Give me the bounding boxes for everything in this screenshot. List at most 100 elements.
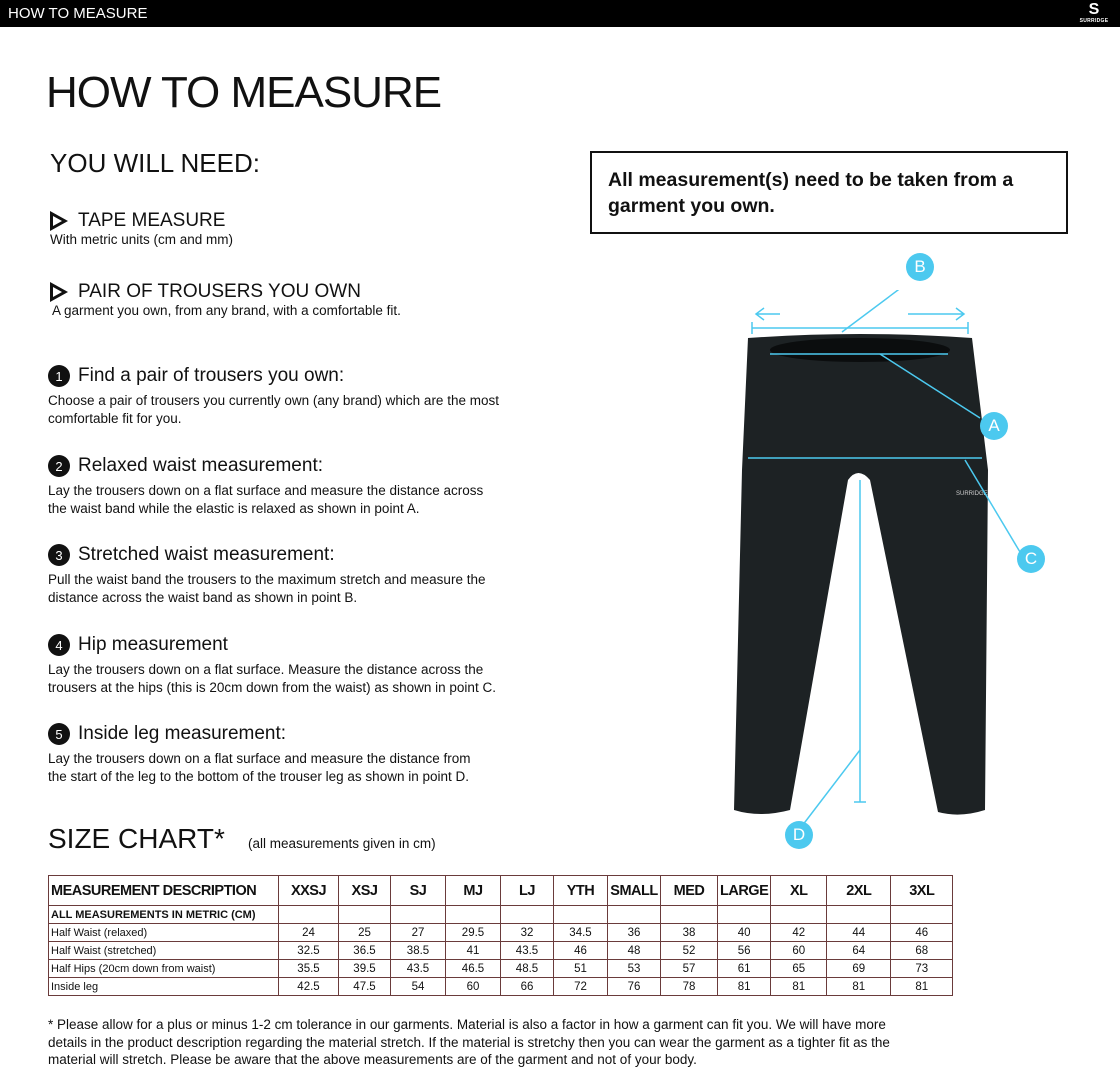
table-cell: 68 bbox=[890, 941, 954, 960]
table-cell: 35.5 bbox=[278, 959, 339, 978]
table-cell: 53 bbox=[607, 959, 661, 978]
need-item-trousers: PAIR OF TROUSERS YOU OWN A garment you o… bbox=[50, 281, 401, 318]
column-header: LARGE bbox=[716, 875, 772, 906]
size-chart-heading: SIZE CHART* bbox=[48, 823, 225, 854]
table-cell: 81 bbox=[716, 977, 772, 996]
table-cell: 64 bbox=[826, 941, 892, 960]
table-row: Half Hips (20cm down from waist) 35.5 39.5… bbox=[48, 959, 954, 978]
column-header: SMALL bbox=[607, 875, 661, 906]
table-cell: 32.5 bbox=[278, 941, 339, 960]
table-cell: 81 bbox=[770, 977, 828, 996]
table-row: Half Waist (stretched) 32.5 36.5 38.5 41 43.5… bbox=[48, 941, 954, 960]
empty-cell bbox=[553, 905, 608, 924]
empty-cell bbox=[390, 905, 446, 924]
column-header: LJ bbox=[500, 875, 554, 906]
step-line: trousers at the hips (this is 20cm down … bbox=[48, 680, 496, 695]
page-title: HOW TO MEASURE bbox=[46, 68, 442, 117]
notice-box: All measurement(s) need to be taken from… bbox=[590, 151, 1068, 234]
empty-cell bbox=[716, 905, 772, 924]
step-line: Choose a pair of trousers you currently … bbox=[48, 393, 499, 408]
table-cell: 36.5 bbox=[338, 941, 391, 960]
step-line: distance across the waist band as shown … bbox=[48, 590, 358, 605]
table-cell: 32 bbox=[500, 923, 554, 942]
table-cell: 81 bbox=[826, 977, 892, 996]
step-title: Find a pair of trousers you own: bbox=[78, 365, 345, 386]
row-label: Half Waist (relaxed) bbox=[48, 923, 279, 942]
empty-cell bbox=[770, 905, 828, 924]
table-cell: 56 bbox=[716, 941, 772, 960]
table-cell: 47.5 bbox=[338, 977, 391, 996]
point-b-marker: B bbox=[906, 253, 934, 281]
table-cell: 24 bbox=[278, 923, 339, 942]
empty-cell bbox=[445, 905, 501, 924]
surridge-logo: S SURRIDGE bbox=[1079, 1, 1109, 25]
header-bar: HOW TO MEASURE S SURRIDGE bbox=[0, 0, 1120, 27]
play-triangle-icon bbox=[50, 210, 68, 231]
you-will-need-heading: YOU WILL NEED: bbox=[50, 148, 260, 178]
table-cell: 57 bbox=[660, 959, 718, 978]
size-chart-table: MEASUREMENT DESCRIPTION XXSJ XSJ SJ MJ LJ YTH S… bbox=[48, 875, 954, 996]
size-chart-note: (all measurements given in cm) bbox=[248, 836, 436, 851]
step-number-icon: 3 bbox=[48, 544, 70, 566]
table-cell: 51 bbox=[553, 959, 608, 978]
table-row: Half Waist (relaxed) 24 25 27 29.5 32 34.5 36 38… bbox=[48, 923, 954, 942]
trousers-shape bbox=[734, 334, 988, 815]
step-5: 5 Inside leg measurement: Lay the trouser… bbox=[48, 723, 470, 786]
table-cell: 46 bbox=[890, 923, 954, 942]
table-cell: 76 bbox=[607, 977, 661, 996]
need-item-title: TAPE MEASURE bbox=[78, 210, 226, 231]
step-title: Relaxed waist measurement: bbox=[78, 455, 323, 476]
step-2: 2 Relaxed waist measurement: Lay the trou… bbox=[48, 455, 483, 518]
need-item-subtitle: A garment you own, from any brand, with … bbox=[52, 303, 401, 318]
table-cell: 65 bbox=[770, 959, 828, 978]
step-line: Pull the waist band the trousers to the … bbox=[48, 572, 486, 587]
step-number-icon: 2 bbox=[48, 455, 70, 477]
step-line: Lay the trousers down on a flat surface … bbox=[48, 483, 484, 498]
garment-logo: SURRIDGE bbox=[956, 491, 988, 497]
table-cell: 40 bbox=[716, 923, 772, 942]
table-cell: 48.5 bbox=[500, 959, 554, 978]
table-cell: 34.5 bbox=[553, 923, 608, 942]
point-a-marker: A bbox=[980, 412, 1008, 440]
table-cell: 44 bbox=[826, 923, 892, 942]
table-cell: 60 bbox=[770, 941, 828, 960]
play-triangle-icon bbox=[50, 281, 68, 302]
step-number-icon: 4 bbox=[48, 634, 70, 656]
column-header: 2XL bbox=[826, 875, 892, 906]
step-line: Lay the trousers down on a flat surface … bbox=[48, 751, 471, 766]
table-cell: 66 bbox=[500, 977, 554, 996]
need-item-tape: TAPE MEASURE With metric units (cm and m… bbox=[50, 210, 233, 247]
table-cell: 46 bbox=[553, 941, 608, 960]
table-cell: 29.5 bbox=[445, 923, 501, 942]
step-line: Lay the trousers down on a flat surface.… bbox=[48, 662, 484, 677]
table-cell: 38.5 bbox=[390, 941, 446, 960]
row-label: Inside leg bbox=[48, 977, 279, 996]
subheader-cell: ALL MEASUREMENTS IN METRIC (CM) bbox=[48, 905, 279, 924]
step-title: Stretched waist measurement: bbox=[78, 544, 335, 565]
point-d-marker: D bbox=[785, 821, 813, 849]
empty-cell bbox=[278, 905, 339, 924]
step-line: the waist band while the elastic is rela… bbox=[48, 501, 420, 516]
table-cell: 42 bbox=[770, 923, 828, 942]
table-cell: 43.5 bbox=[500, 941, 554, 960]
column-header: XSJ bbox=[338, 875, 391, 906]
column-header: MJ bbox=[445, 875, 501, 906]
empty-cell bbox=[500, 905, 554, 924]
row-label: Half Hips (20cm down from waist) bbox=[48, 959, 279, 978]
empty-cell bbox=[660, 905, 718, 924]
table-row: Inside leg 42.5 47.5 54 60 66 72 76 78 81 81 81 81 bbox=[48, 977, 954, 996]
table-cell: 73 bbox=[890, 959, 954, 978]
subheader-row: ALL MEASUREMENTS IN METRIC (CM) bbox=[48, 905, 954, 924]
table-cell: 52 bbox=[660, 941, 718, 960]
step-number-icon: 5 bbox=[48, 723, 70, 745]
column-header: SJ bbox=[390, 875, 446, 906]
table-cell: 42.5 bbox=[278, 977, 339, 996]
table-cell: 27 bbox=[390, 923, 446, 942]
table-cell: 39.5 bbox=[338, 959, 391, 978]
column-header: XXSJ bbox=[278, 875, 339, 906]
footnote: * Please allow for a plus or minus 1-2 c… bbox=[48, 1017, 890, 1067]
table-cell: 25 bbox=[338, 923, 391, 942]
table-cell: 69 bbox=[826, 959, 892, 978]
table-cell: 54 bbox=[390, 977, 446, 996]
need-item-title: PAIR OF TROUSERS YOU OWN bbox=[78, 281, 361, 302]
